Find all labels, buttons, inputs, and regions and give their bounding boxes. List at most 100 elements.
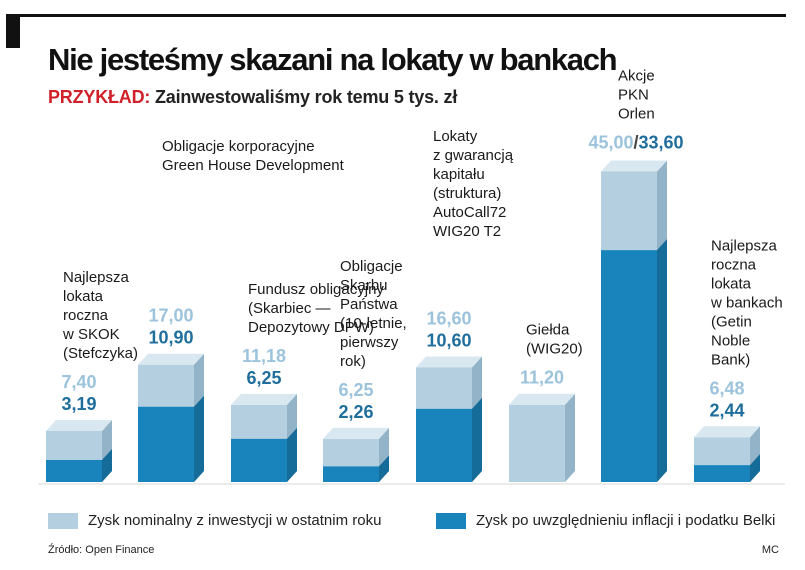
legend-label-nominal: Zysk nominalny z inwestycji w ostatnim r… bbox=[88, 512, 382, 529]
category-label: Fundusz obligacyjny (Skarbiec — Depozytowy… bbox=[248, 281, 384, 336]
category-label-line: roczna bbox=[711, 256, 757, 273]
category-label-line: Najlepsza bbox=[63, 269, 130, 286]
category-label: Obligacje Skarbu Państwa (10-letnie, pierwsz… bbox=[340, 258, 407, 370]
category-label-line: (Getin bbox=[711, 313, 752, 330]
category-label-line: Bank) bbox=[711, 351, 750, 368]
category-label-line: AutoCall72 bbox=[433, 204, 506, 221]
category-label-line: w SKOK bbox=[62, 326, 120, 343]
bar-group-6: 11,20 Giełda (WIG20) bbox=[509, 322, 583, 482]
value-label-real: 2,44 bbox=[709, 400, 744, 420]
value-label-real: 6,25 bbox=[246, 368, 281, 388]
value-label-nominal: 6,48 bbox=[709, 378, 744, 398]
bar-group-4: 6,252,26 Obligacje Skarbu Państwa (10-letnie… bbox=[323, 258, 407, 482]
value-label-real: 10,90 bbox=[148, 328, 193, 348]
subtitle-prefix: PRZYKŁAD: bbox=[48, 87, 151, 107]
bar-group-8: 6,482,44 Najlepsza roczna lokata w bankach (G… bbox=[694, 237, 783, 482]
value-label-nominal: 11,18 bbox=[242, 346, 286, 366]
value-label-real: 3,19 bbox=[61, 394, 96, 414]
value-label-nominal: 6,25 bbox=[338, 380, 373, 400]
value-label-nominal: 11,20 bbox=[520, 368, 564, 388]
category-label: Giełda (WIG20) bbox=[526, 322, 583, 358]
bar-top-face bbox=[509, 393, 575, 405]
bar-nominal-front bbox=[509, 404, 565, 482]
bar-real-front bbox=[601, 250, 657, 482]
subtitle-text: Zainwestowaliśmy rok temu 5 tys. zł bbox=[155, 87, 458, 107]
bar-top-face bbox=[694, 426, 760, 438]
category-label-line: rok) bbox=[340, 353, 366, 370]
category-label-line: lokata bbox=[711, 275, 752, 292]
bar-real-side bbox=[287, 427, 297, 482]
frame-top-rule bbox=[6, 14, 786, 17]
category-label-line: (Skarbiec — bbox=[248, 300, 331, 317]
category-label-line: PKN bbox=[618, 87, 649, 104]
category-label-line: (10-letnie, bbox=[340, 315, 407, 332]
category-label-line: Najlepsza bbox=[711, 237, 778, 254]
category-label-line: Fundusz obligacyjny bbox=[248, 281, 384, 298]
bar-real-side bbox=[657, 239, 667, 482]
chart-title: Nie jesteśmy skazani na lokaty w bankach bbox=[48, 42, 618, 77]
category-label-line: (WIG20) bbox=[526, 341, 583, 358]
bar-top-face bbox=[138, 353, 204, 365]
category-label-line: pierwszy bbox=[340, 334, 399, 351]
category-label-line: kapitału bbox=[433, 166, 485, 183]
category-label-line: z gwarancją bbox=[433, 147, 514, 164]
category-label-line: Orlen bbox=[618, 106, 655, 123]
bar-real-side bbox=[379, 455, 389, 482]
category-label-line: w bankach bbox=[710, 294, 783, 311]
value-label-nominal: 16,60 bbox=[426, 308, 471, 328]
category-label: Obligacje korporacyjne Green House Develo… bbox=[162, 138, 345, 174]
value-label-real: 33,60 bbox=[639, 133, 684, 153]
category-label: Akcje PKN Orlen bbox=[618, 68, 655, 123]
bar-real-front bbox=[694, 465, 750, 482]
category-label-line: (struktura) bbox=[433, 185, 501, 202]
category-label-line: Skarbu bbox=[340, 277, 388, 294]
bar-top-face bbox=[323, 427, 389, 439]
legend-item-real: Zysk po uwzględnieniu inflacji i podatku… bbox=[436, 512, 775, 529]
bar-group-7: 45,00/33,60 Akcje PKN Orlen bbox=[588, 68, 684, 482]
category-label-line: roczna bbox=[63, 307, 109, 324]
bar-nominal-side bbox=[565, 393, 575, 482]
value-label-nominal: 45,00 bbox=[588, 133, 633, 153]
bar-real-side bbox=[472, 397, 482, 482]
value-label-nominal: 7,40 bbox=[61, 372, 96, 392]
bar-real-front bbox=[416, 408, 472, 482]
bar-top-face bbox=[46, 419, 112, 431]
category-label-line: Obligacje bbox=[340, 258, 403, 275]
value-label-real: 10,60 bbox=[426, 330, 471, 350]
value-label-real: 2,26 bbox=[338, 402, 373, 422]
source-note: Źródło: Open Finance bbox=[48, 544, 155, 556]
author-initials: MC bbox=[761, 544, 779, 556]
bar-real-front bbox=[323, 466, 379, 482]
bar-real-side bbox=[102, 448, 112, 482]
value-label-separator: / bbox=[633, 133, 638, 153]
category-label-line: Noble bbox=[711, 332, 750, 349]
bar-real-front bbox=[231, 438, 287, 482]
legend-swatch-nominal bbox=[48, 512, 78, 529]
category-label-line: Państwa bbox=[340, 296, 398, 313]
bar-group-1: 7,403,19 Najlepsza lokata roczna w SKOK (Stef… bbox=[46, 269, 138, 482]
category-label-line: Green House Development bbox=[162, 157, 345, 174]
chart-subtitle: PRZYKŁAD: Zainwestowaliśmy rok temu 5 ty… bbox=[48, 87, 457, 108]
category-label-line: (Stefczyka) bbox=[63, 345, 138, 362]
legend-label-real: Zysk po uwzględnieniu inflacji i podatku… bbox=[476, 512, 776, 529]
bar-real-front bbox=[138, 406, 194, 482]
category-label-line: Giełda bbox=[526, 322, 570, 339]
legend-swatch-real bbox=[436, 512, 466, 529]
category-label: Najlepsza roczna lokata w bankach (Getin Nobl… bbox=[710, 237, 783, 368]
category-label-line: lokata bbox=[63, 288, 104, 305]
bar-top-face bbox=[601, 160, 667, 172]
category-label-line: Akcje bbox=[618, 68, 655, 85]
bar-top-face bbox=[416, 356, 482, 368]
category-label-line: Obligacje korporacyjne bbox=[162, 138, 315, 155]
bar-top-face bbox=[231, 393, 297, 405]
bar-real-side bbox=[750, 454, 760, 482]
category-label-line: Depozytowy DPW) bbox=[248, 319, 374, 336]
category-label-line: Lokaty bbox=[433, 128, 478, 145]
value-label-pair: 45,00/33,60 bbox=[588, 133, 683, 153]
category-label: Najlepsza lokata roczna w SKOK (Stefczyka) bbox=[62, 269, 138, 362]
bar-real-side bbox=[194, 395, 204, 482]
